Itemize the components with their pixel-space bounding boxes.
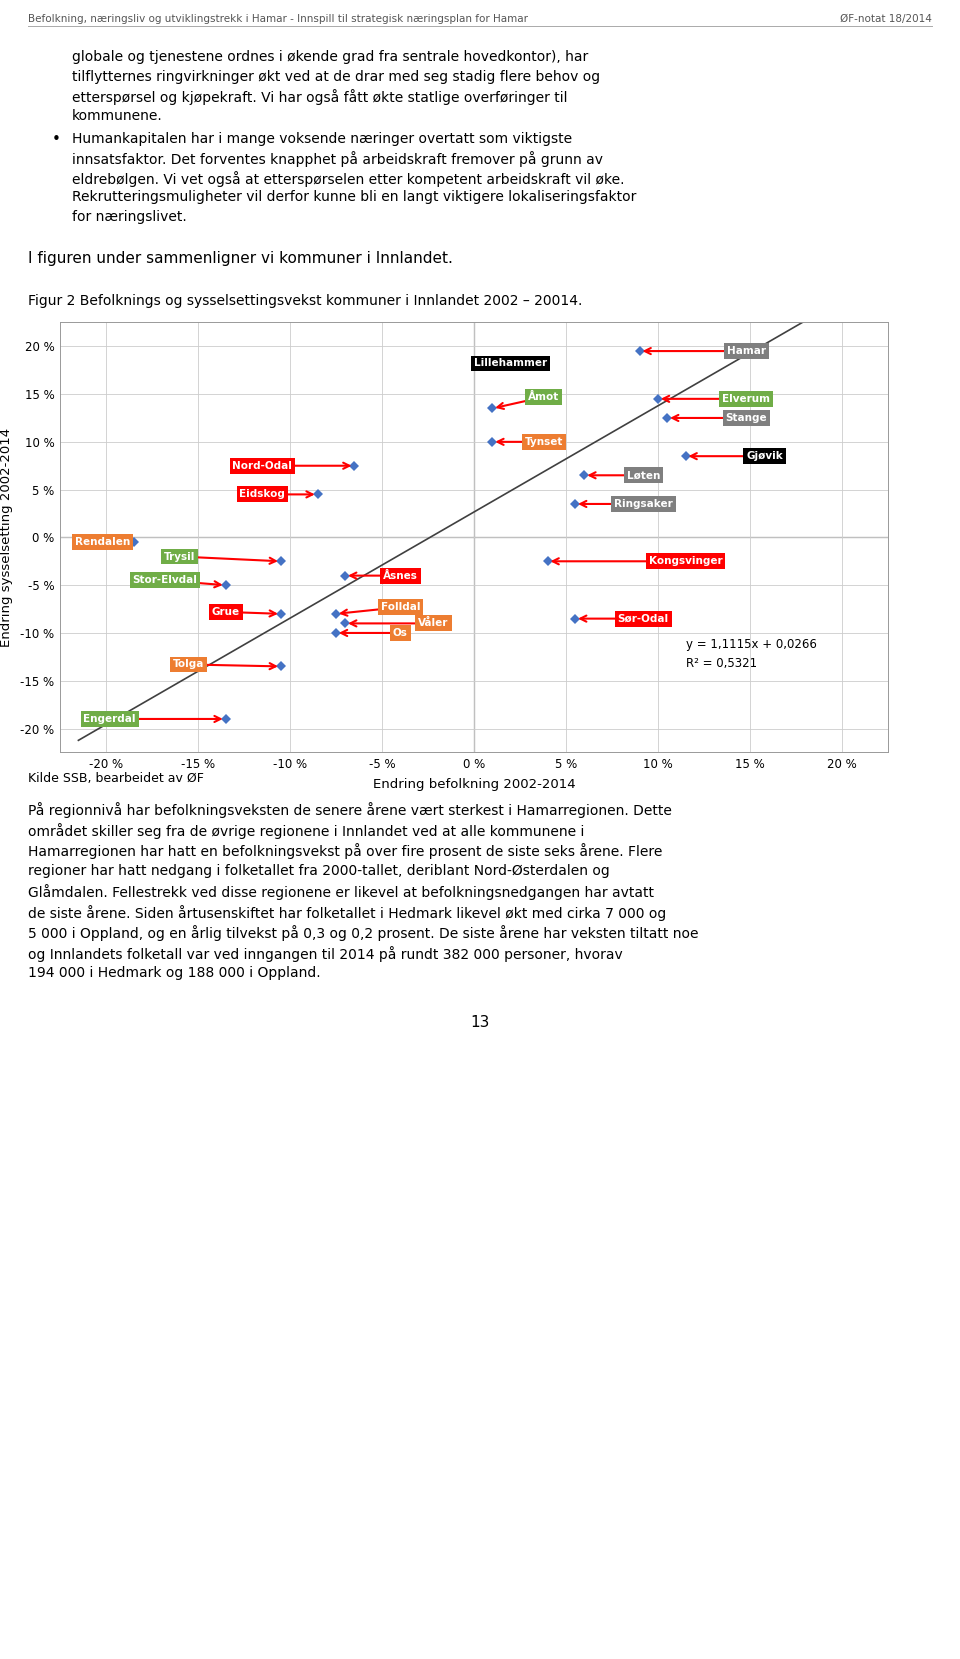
Text: ØF-notat 18/2014: ØF-notat 18/2014: [840, 13, 932, 23]
Text: Befolkning, næringsliv og utviklingstrekk i Hamar - Innspill til strategisk næri: Befolkning, næringsliv og utviklingstrek…: [28, 13, 528, 23]
Text: Glåmdalen. Fellestrekk ved disse regionene er likevel at befolkningsnedgangen ha: Glåmdalen. Fellestrekk ved disse regione…: [28, 884, 654, 901]
Text: området skiller seg fra de øvrige regionene i Innlandet ved at alle kommunene i: området skiller seg fra de øvrige region…: [28, 823, 585, 839]
Text: Rendalen: Rendalen: [75, 538, 130, 547]
Text: 13: 13: [470, 1015, 490, 1030]
Text: Eidskog: Eidskog: [239, 489, 285, 499]
Text: Engerdal: Engerdal: [84, 713, 136, 723]
Y-axis label: Endring sysselsetting 2002-2014: Endring sysselsetting 2002-2014: [0, 428, 13, 647]
Text: Tynset: Tynset: [525, 436, 564, 446]
Text: Åsnes: Åsnes: [383, 571, 418, 581]
Text: Grue: Grue: [211, 607, 240, 617]
Text: innsatsfaktor. Det forventes knapphet på arbeidskraft fremover på grunn av: innsatsfaktor. Det forventes knapphet på…: [72, 151, 603, 168]
Text: Åmot: Åmot: [528, 392, 560, 401]
Text: Hamar: Hamar: [727, 347, 766, 357]
Text: Tolga: Tolga: [173, 660, 204, 670]
Text: Nord-Odal: Nord-Odal: [232, 461, 293, 471]
Text: Kilde SSB, bearbeidet av ØF: Kilde SSB, bearbeidet av ØF: [28, 773, 204, 785]
Text: På regionnivå har befolkningsveksten de senere årene vært sterkest i Hamarregion: På regionnivå har befolkningsveksten de …: [28, 803, 672, 818]
Text: for næringslivet.: for næringslivet.: [72, 211, 187, 224]
Text: 5 000 i Oppland, og en årlig tilvekst på 0,3 og 0,2 prosent. De siste årene har : 5 000 i Oppland, og en årlig tilvekst på…: [28, 926, 699, 941]
Text: etterspørsel og kjøpekraft. Vi har også fått økte statlige overføringer til: etterspørsel og kjøpekraft. Vi har også …: [72, 90, 567, 105]
Text: Hamarregionen har hatt en befolkningsvekst på over fire prosent de siste seks år: Hamarregionen har hatt en befolkningsvek…: [28, 843, 662, 859]
Text: Lillehammer: Lillehammer: [474, 358, 547, 368]
Text: Sør-Odal: Sør-Odal: [617, 614, 669, 624]
Text: Stange: Stange: [726, 413, 767, 423]
Text: Rekrutteringsmuligheter vil derfor kunne bli en langt viktigere lokaliseringsfak: Rekrutteringsmuligheter vil derfor kunne…: [72, 191, 636, 204]
Text: Kongsvinger: Kongsvinger: [649, 556, 723, 566]
Text: og Innlandets folketall var ved inngangen til 2014 på rundt 382 000 personer, hv: og Innlandets folketall var ved inngange…: [28, 946, 623, 962]
Text: y = 1,1115x + 0,0266
R² = 0,5321: y = 1,1115x + 0,0266 R² = 0,5321: [685, 637, 816, 670]
Text: regioner har hatt nedgang i folketallet fra 2000-tallet, deriblant Nord-Østerdal: regioner har hatt nedgang i folketallet …: [28, 864, 610, 878]
Text: Løten: Løten: [627, 469, 660, 481]
Text: eldrebølgen. Vi vet også at etterspørselen etter kompetent arbeidskraft vil øke.: eldrebølgen. Vi vet også at etterspørsel…: [72, 171, 625, 187]
Text: globale og tjenestene ordnes i økende grad fra sentrale hovedkontor), har: globale og tjenestene ordnes i økende gr…: [72, 50, 588, 65]
Text: Ringsaker: Ringsaker: [613, 499, 673, 509]
Text: Våler: Våler: [419, 619, 448, 629]
Text: I figuren under sammenligner vi kommuner i Innlandet.: I figuren under sammenligner vi kommuner…: [28, 252, 453, 267]
Text: Folldal: Folldal: [381, 602, 420, 612]
Text: tilflytternes ringvirkninger økt ved at de drar med seg stadig flere behov og: tilflytternes ringvirkninger økt ved at …: [72, 70, 600, 83]
Text: Os: Os: [393, 629, 408, 639]
Text: de siste årene. Siden årtusenskiftet har folketallet i Hedmark likevel økt med c: de siste årene. Siden årtusenskiftet har…: [28, 904, 666, 921]
Text: Stor-Elvdal: Stor-Elvdal: [132, 576, 198, 586]
Text: Humankapitalen har i mange voksende næringer overtatt som viktigste: Humankapitalen har i mange voksende næri…: [72, 133, 572, 146]
Text: Gjøvik: Gjøvik: [746, 451, 783, 461]
Text: Elverum: Elverum: [722, 393, 770, 403]
Text: Figur 2 Befolknings og sysselsettingsvekst kommuner i Innlandet 2002 – 20014.: Figur 2 Befolknings og sysselsettingsvek…: [28, 294, 583, 309]
Text: •: •: [52, 133, 60, 148]
Text: 194 000 i Hedmark og 188 000 i Oppland.: 194 000 i Hedmark og 188 000 i Oppland.: [28, 967, 321, 980]
Text: kommunene.: kommunene.: [72, 108, 163, 123]
X-axis label: Endring befolkning 2002-2014: Endring befolkning 2002-2014: [372, 778, 575, 791]
Text: Trysil: Trysil: [164, 551, 195, 561]
